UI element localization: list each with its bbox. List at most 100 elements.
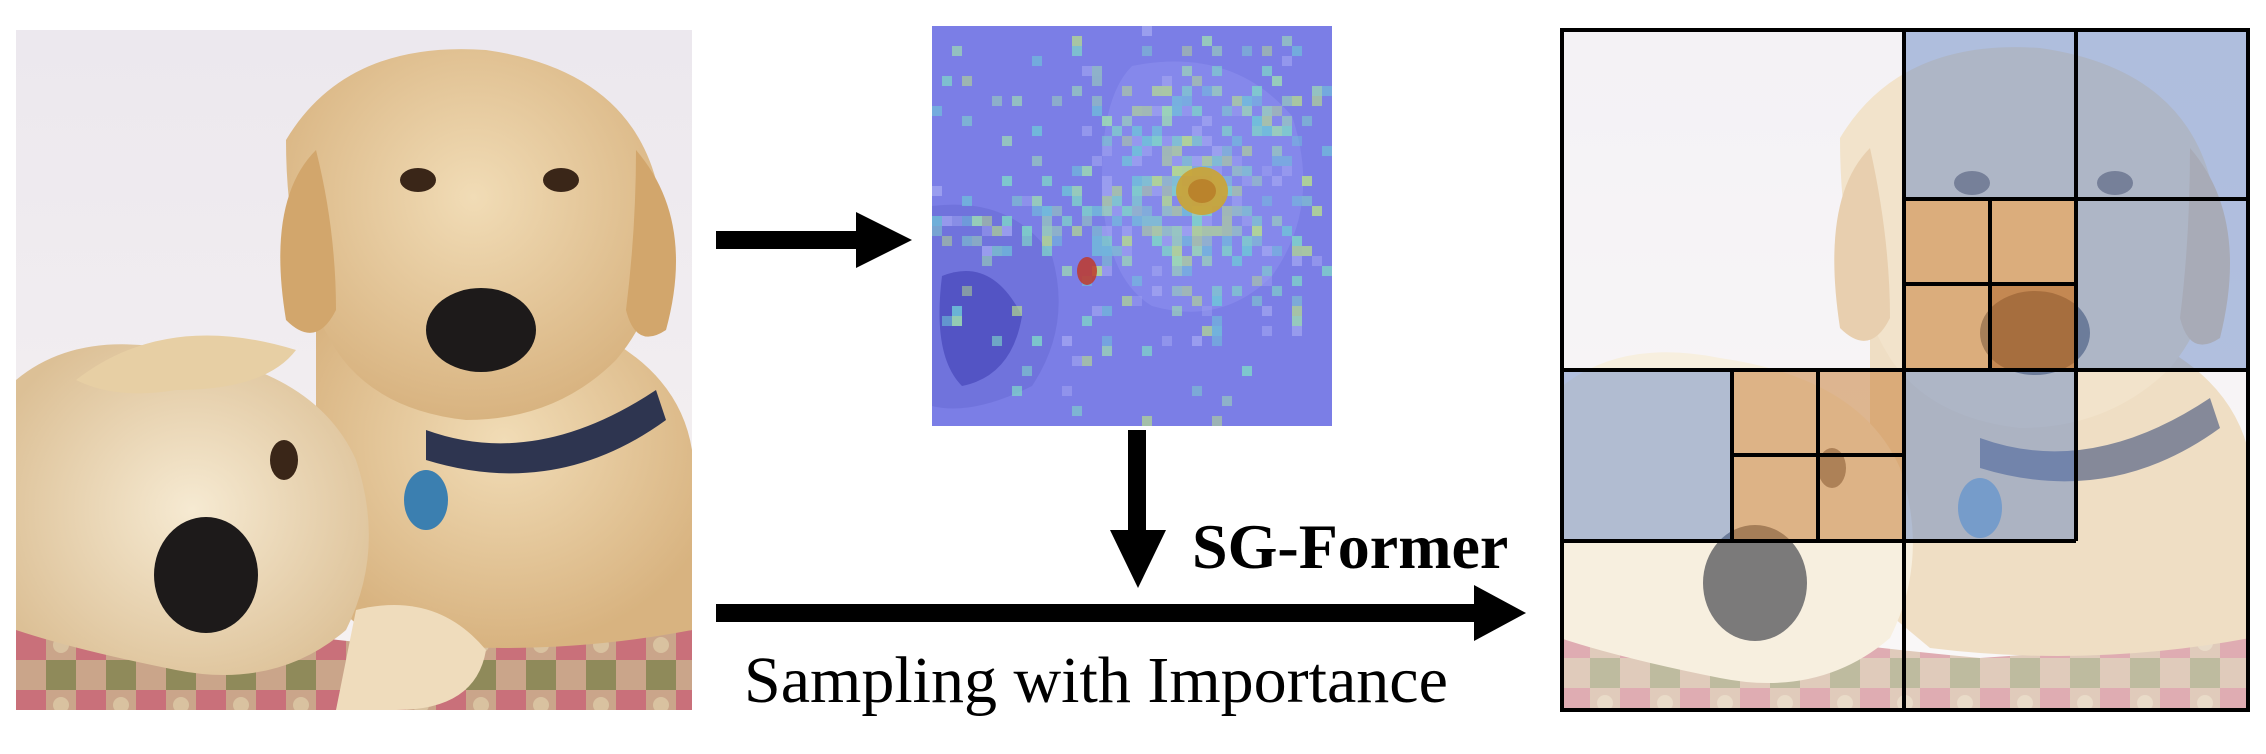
heat-cell xyxy=(1292,136,1302,146)
heat-cell xyxy=(1182,226,1192,236)
heat-cell xyxy=(1252,216,1262,226)
heat-cell xyxy=(962,116,972,126)
heat-cell xyxy=(1012,306,1022,316)
heat-cell xyxy=(1232,196,1242,206)
heat-cell xyxy=(1082,66,1092,76)
heat-cell xyxy=(1262,166,1272,176)
heat-cell xyxy=(1012,96,1022,106)
heat-cell xyxy=(1072,46,1082,56)
heat-cell xyxy=(1092,106,1102,116)
heat-cell xyxy=(1212,146,1222,156)
heat-cell xyxy=(1172,136,1182,146)
heat-cell xyxy=(942,76,952,86)
heat-cell xyxy=(1282,96,1292,106)
heat-cell xyxy=(1112,206,1122,216)
heat-cell xyxy=(1132,146,1142,156)
heat-cell xyxy=(1242,146,1252,156)
heat-cell xyxy=(1012,196,1022,206)
heat-cell xyxy=(1102,246,1112,256)
heat-cell xyxy=(1302,116,1312,126)
heat-cell xyxy=(992,246,1002,256)
heat-cell xyxy=(1072,86,1082,96)
heat-cell xyxy=(1262,266,1272,276)
heat-cell xyxy=(1162,206,1172,216)
heat-cell xyxy=(1072,406,1082,416)
heat-cell xyxy=(942,316,952,326)
heat-cell xyxy=(1202,256,1212,266)
heat-cell xyxy=(1052,236,1062,246)
heat-cell xyxy=(1182,86,1192,96)
heat-cell xyxy=(1102,266,1112,276)
heat-cell xyxy=(1072,226,1082,236)
heat-cell xyxy=(1322,146,1332,156)
heat-cell xyxy=(1222,246,1232,256)
heat-cell xyxy=(1132,106,1142,116)
heat-cell xyxy=(1192,296,1202,306)
heat-cell xyxy=(1252,86,1262,96)
heat-cell xyxy=(1152,126,1162,136)
heat-cell xyxy=(1192,106,1202,116)
heat-cell xyxy=(1212,66,1222,76)
heat-cell xyxy=(1092,236,1102,246)
attention-map-graphic xyxy=(932,26,1332,426)
heat-cell xyxy=(1172,206,1182,216)
heat-cell xyxy=(972,216,982,226)
heat-cell xyxy=(1262,276,1272,286)
heat-cell xyxy=(1232,106,1242,116)
heat-cell xyxy=(1132,156,1142,166)
arrow-to-attention xyxy=(716,210,916,270)
heat-cell xyxy=(982,256,992,266)
heat-cell xyxy=(1202,226,1212,236)
heat-cell xyxy=(1142,186,1152,196)
heat-cell xyxy=(1162,76,1172,86)
heat-cell xyxy=(1232,206,1242,216)
heat-cell xyxy=(1272,286,1282,296)
heat-cell xyxy=(1292,236,1302,246)
heat-cell xyxy=(1302,176,1312,186)
heat-cell xyxy=(1212,156,1222,166)
heat-cell xyxy=(1162,196,1172,206)
heat-cell xyxy=(1102,226,1112,236)
heat-cell xyxy=(1192,336,1202,346)
heat-cell xyxy=(1262,116,1272,126)
heat-cell xyxy=(1102,256,1112,266)
heat-cell xyxy=(1192,216,1202,226)
heat-cell xyxy=(1242,206,1252,216)
heat-cell xyxy=(1182,206,1192,216)
heat-cell xyxy=(1142,106,1152,116)
heat-cell xyxy=(1262,66,1272,76)
heat-cell xyxy=(1192,386,1202,396)
heat-cell xyxy=(1152,236,1162,246)
heat-cell xyxy=(1322,86,1332,96)
heat-cell xyxy=(1282,156,1292,166)
heat-cell xyxy=(1172,286,1182,296)
heat-cell xyxy=(1132,206,1142,216)
heat-cell xyxy=(1112,186,1122,196)
heat-cell xyxy=(1102,196,1112,206)
heat-cell xyxy=(1112,216,1122,226)
heat-cell xyxy=(962,216,972,226)
heat-cell xyxy=(1292,46,1302,56)
heat-cell xyxy=(1252,296,1262,306)
heat-cell xyxy=(1092,206,1102,216)
heat-cell xyxy=(1232,186,1242,196)
heat-cell xyxy=(1262,196,1272,206)
heat-cell xyxy=(1172,96,1182,106)
heat-cell xyxy=(1052,206,1062,216)
heat-cell xyxy=(1102,186,1112,196)
heat-cell xyxy=(1312,86,1322,96)
heat-cell xyxy=(1222,156,1232,166)
heat-cell xyxy=(1242,46,1252,56)
heat-cell xyxy=(1292,246,1302,256)
heat-cell xyxy=(1292,306,1302,316)
heat-cell xyxy=(1162,156,1172,166)
heat-cell xyxy=(1292,326,1302,336)
heat-cell xyxy=(1302,246,1312,256)
heat-cell xyxy=(1302,196,1312,206)
heat-cell xyxy=(1232,96,1242,106)
heat-cell xyxy=(1172,106,1182,116)
heat-cell xyxy=(1212,316,1222,326)
heat-cell xyxy=(1132,176,1142,186)
heat-cell xyxy=(1042,246,1052,256)
heat-cell xyxy=(1082,316,1092,326)
